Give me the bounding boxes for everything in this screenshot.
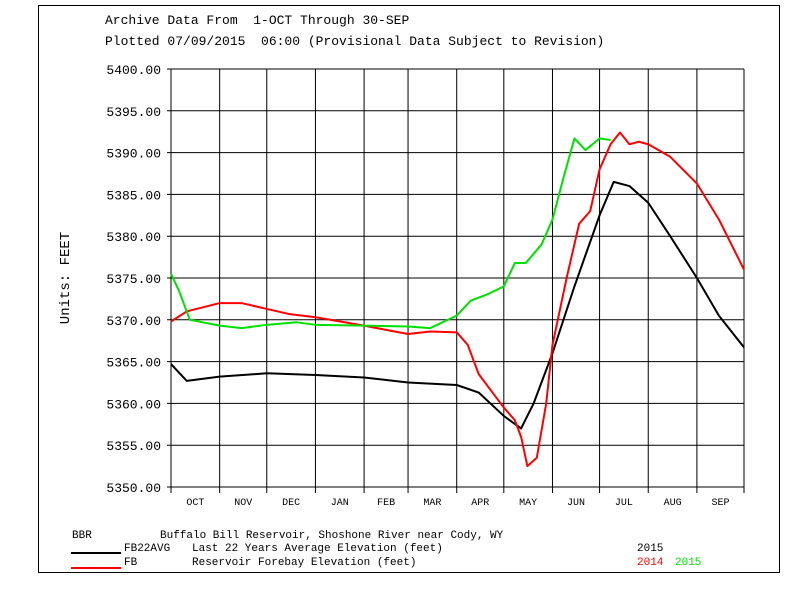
legend-year-2014: 2014: [637, 557, 664, 569]
series-line-fb-2015: [170, 137, 611, 330]
x-tick-label: OCT: [186, 498, 204, 509]
x-tick-label: MAR: [423, 498, 441, 509]
legend-code-avg: FB22AVG: [124, 543, 171, 555]
x-tick-label: JUN: [567, 498, 585, 509]
legend-desc-fb: Reservoir Forebay Elevation (feet): [192, 557, 417, 569]
x-tick-label: FEB: [377, 498, 395, 509]
y-tick-label: 5380.00: [106, 230, 161, 245]
chart-title: Archive Data From 1-OCT Through 30-SEP: [105, 13, 410, 28]
y-axis-label: Units: FEET: [58, 232, 74, 324]
y-tick-label: 5385.00: [106, 188, 161, 203]
x-tick-label: JUL: [615, 498, 633, 509]
y-tick-label: 5360.00: [106, 397, 161, 412]
legend-site-code: BBR: [72, 530, 92, 542]
y-tick-label: 5375.00: [106, 272, 161, 287]
x-tick-label: NOV: [234, 498, 252, 509]
series-line-fb-2014: [170, 131, 745, 468]
y-tick-label: 5400.00: [106, 63, 161, 78]
y-tick-label: 5395.00: [106, 105, 161, 120]
y-tick-label: 5390.00: [106, 147, 161, 162]
legend-swatch-fb: [71, 567, 121, 569]
x-tick-label: AUG: [664, 498, 682, 509]
series-line-fb22avg: [170, 180, 745, 430]
chart-frame: [38, 5, 780, 573]
legend-swatch-avg: [71, 552, 121, 554]
y-tick-label: 5370.00: [106, 314, 161, 329]
y-tick-label: 5365.00: [106, 356, 161, 371]
legend-year-2015: 2015: [675, 557, 702, 569]
legend-code-fb: FB: [124, 557, 138, 569]
y-tick-label: 5355.00: [106, 439, 161, 454]
x-tick-label: JAN: [331, 498, 349, 509]
legend-desc-avg: Last 22 Years Average Elevation (feet): [192, 543, 443, 555]
x-tick-label: SEP: [711, 498, 729, 509]
chart-subtitle: Plotted 07/09/2015 06:00 (Provisional Da…: [105, 34, 605, 49]
x-tick-label: DEC: [282, 498, 300, 509]
x-tick-label: APR: [471, 498, 489, 509]
legend-year-avg: 2015: [637, 543, 664, 555]
x-tick-label: MAY: [519, 498, 537, 509]
legend-site-name: Buffalo Bill Reservoir, Shoshone River n…: [160, 530, 504, 542]
y-tick-label: 5350.00: [106, 481, 161, 496]
